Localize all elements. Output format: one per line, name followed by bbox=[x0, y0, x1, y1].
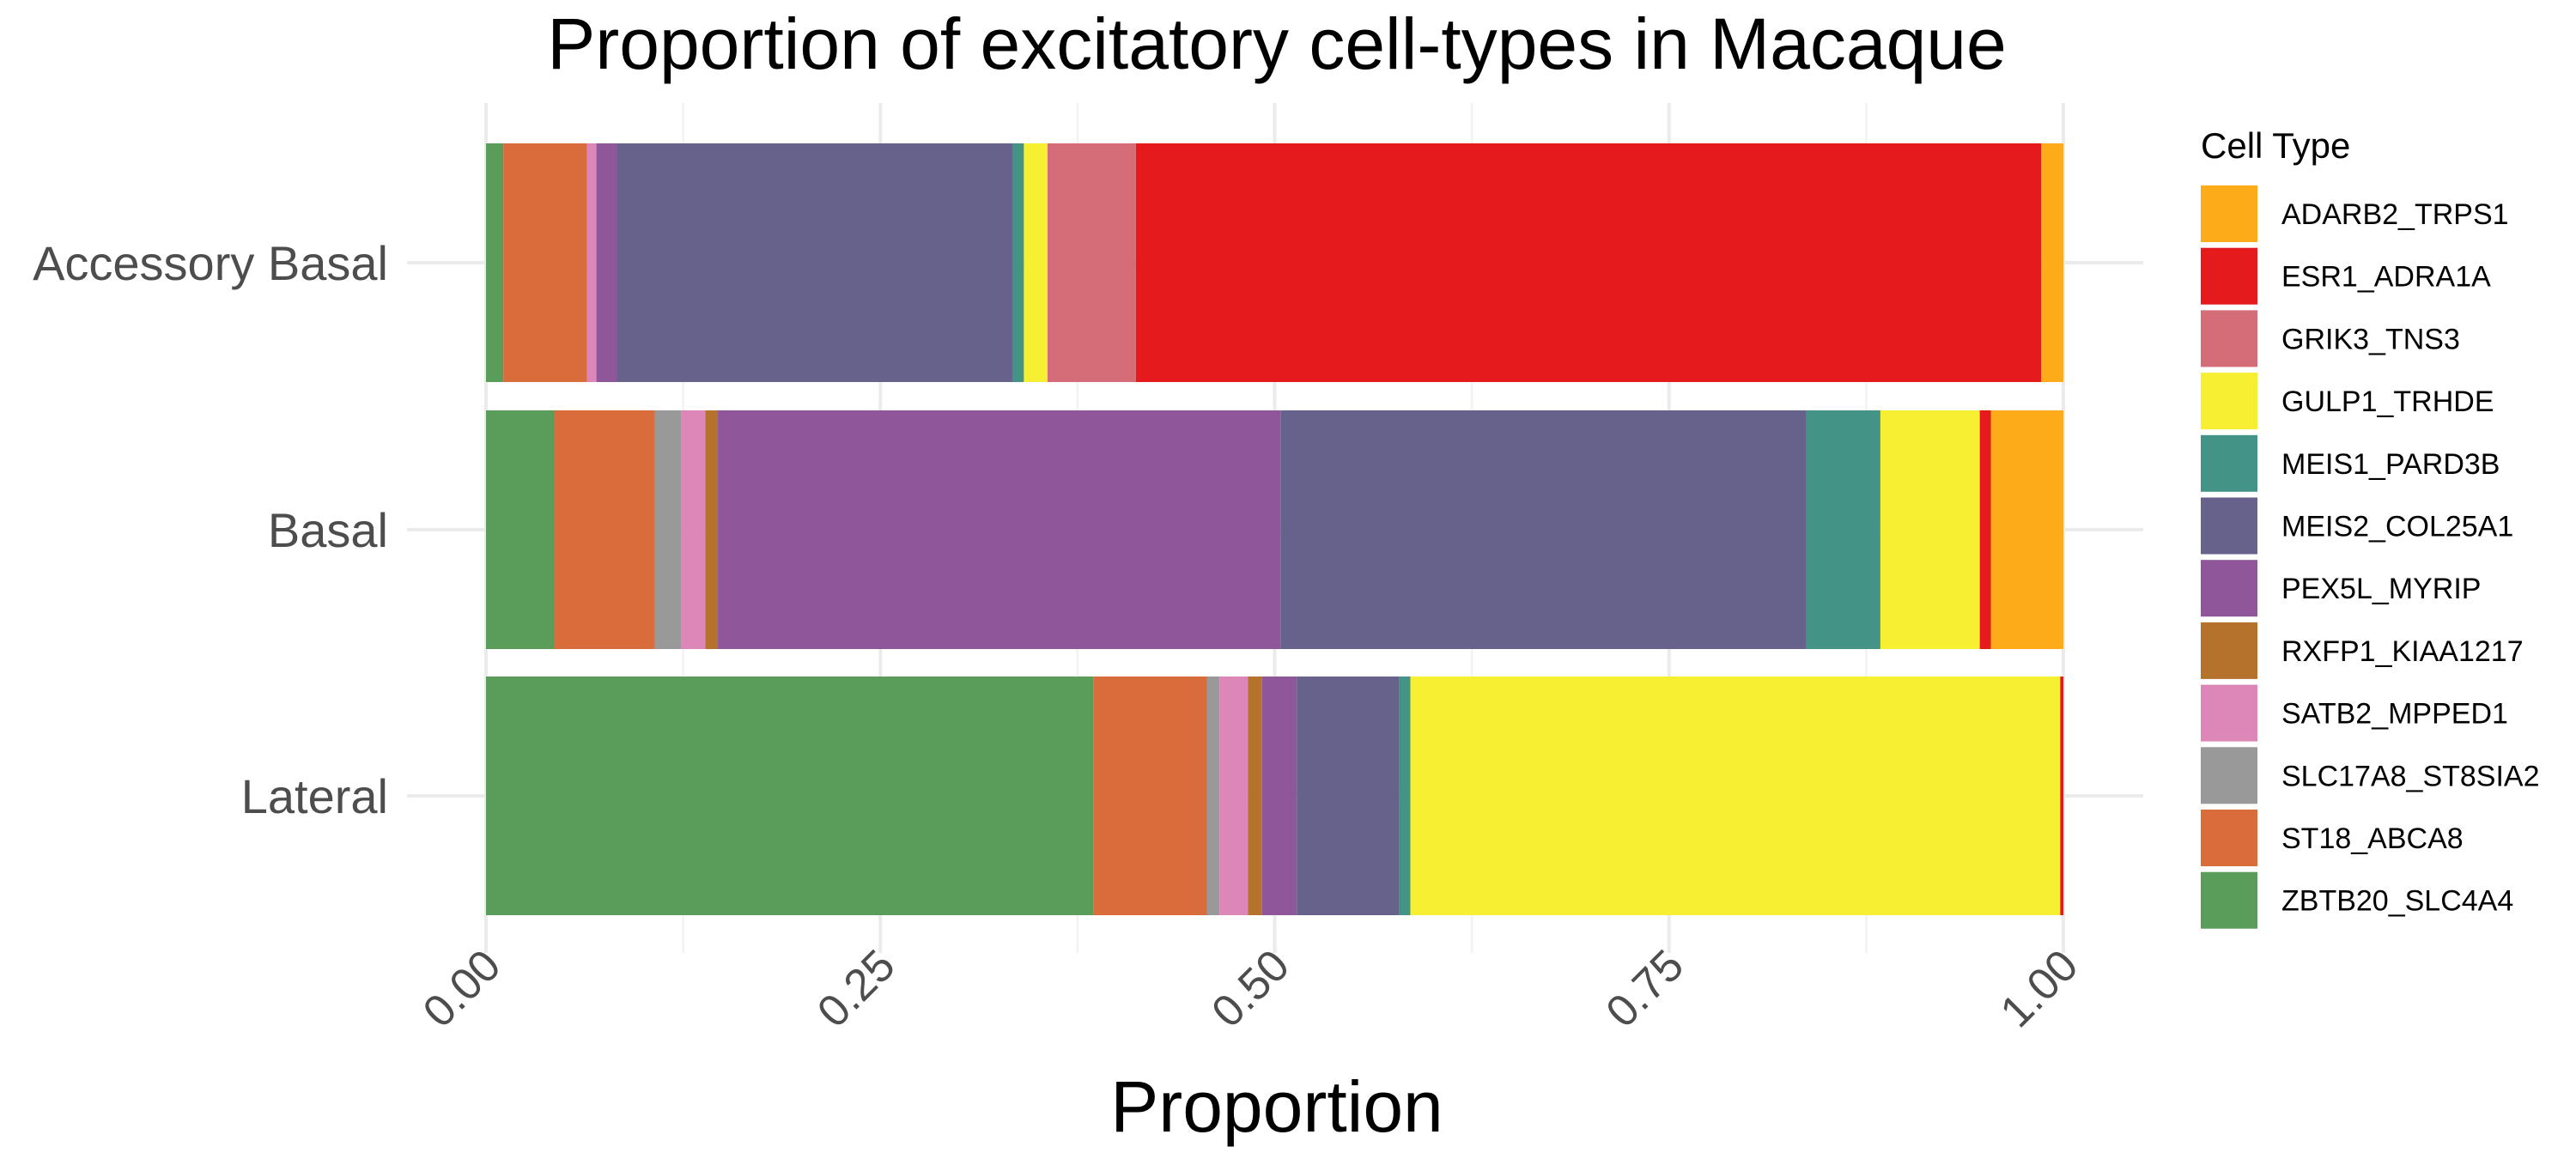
legend-swatch bbox=[2201, 497, 2257, 555]
legend-swatch bbox=[2201, 185, 2257, 242]
legend-label: SLC17A8_ST8SIA2 bbox=[2281, 760, 2540, 792]
legend-label: RXFP1_KIAA1217 bbox=[2281, 635, 2524, 668]
y-tick-label: Lateral bbox=[241, 769, 388, 823]
legend-label: MEIS2_COL25A1 bbox=[2281, 511, 2513, 543]
bar-segment bbox=[654, 410, 682, 649]
legend-label: MEIS1_PARD3B bbox=[2281, 448, 2500, 481]
bar-segment bbox=[1047, 143, 1136, 382]
legend: Cell Type ADARB2_TRPS1 ESR1_ADRA1A GRIK3_T… bbox=[2201, 125, 2540, 929]
bar-segment bbox=[1248, 677, 1262, 915]
bar-segment bbox=[718, 410, 1281, 649]
legend-label: GULP1_TRHDE bbox=[2281, 385, 2494, 418]
legend-swatch bbox=[2201, 560, 2257, 617]
bar-segment bbox=[1297, 677, 1400, 915]
x-tick-label: 0.75 bbox=[1597, 940, 1694, 1037]
legend-swatch bbox=[2201, 871, 2257, 929]
bar-segment bbox=[617, 143, 1013, 382]
bar-segment bbox=[1880, 410, 1980, 649]
legend-label: SATB2_MPPED1 bbox=[2281, 698, 2508, 731]
bar-segment bbox=[1979, 410, 1991, 649]
y-tick-label: Accessory Basal bbox=[33, 236, 388, 290]
legend-swatch bbox=[2201, 684, 2257, 742]
bar-segment bbox=[1806, 410, 1880, 649]
bar-segment bbox=[1219, 677, 1249, 915]
bar-segment bbox=[1206, 677, 1220, 915]
x-tick-label: 1.00 bbox=[1991, 940, 2088, 1037]
legend-swatch bbox=[2201, 747, 2257, 804]
bars-layer bbox=[486, 143, 2063, 915]
legend-swatch bbox=[2201, 373, 2257, 430]
bar-segment bbox=[1093, 677, 1207, 915]
legend-swatch bbox=[2201, 810, 2257, 866]
bar-segment bbox=[681, 410, 706, 649]
bar-segment bbox=[586, 143, 597, 382]
x-tick-label: 0.00 bbox=[414, 940, 511, 1037]
legend-title: Cell Type bbox=[2201, 125, 2350, 166]
bar-segment bbox=[705, 410, 719, 649]
legend-swatch bbox=[2201, 434, 2257, 492]
bar-segment bbox=[1261, 677, 1297, 915]
x-tick-label: 0.25 bbox=[808, 940, 905, 1037]
bar-segment bbox=[596, 143, 617, 382]
bar-segment bbox=[2041, 143, 2063, 382]
legend-swatch bbox=[2201, 247, 2257, 305]
legend-swatch bbox=[2201, 310, 2257, 367]
y-tick-label: Basal bbox=[268, 503, 388, 557]
bar-segment bbox=[1012, 143, 1024, 382]
legend-label: ESR1_ADRA1A bbox=[2281, 261, 2491, 294]
bar-segment bbox=[486, 410, 554, 649]
plot-area bbox=[407, 103, 2143, 953]
legend-label: ZBTB20_SLC4A4 bbox=[2281, 885, 2513, 918]
bar-segment bbox=[1399, 677, 1411, 915]
legend-label: GRIK3_TNS3 bbox=[2281, 323, 2460, 355]
bar-segment bbox=[486, 677, 1094, 915]
bar-segment bbox=[1990, 410, 2063, 649]
legend-label: PEX5L_MYRIP bbox=[2281, 573, 2481, 605]
bar-segment bbox=[1135, 143, 2042, 382]
bar-segment bbox=[1280, 410, 1807, 649]
legend-swatch bbox=[2201, 622, 2257, 679]
legend-items: ADARB2_TRPS1 ESR1_ADRA1A GRIK3_TNS3 GULP1_T… bbox=[2201, 185, 2540, 929]
bar-segment bbox=[503, 143, 587, 382]
x-axis-title: Proportion bbox=[1110, 1066, 1443, 1147]
legend-label: ADARB2_TRPS1 bbox=[2281, 198, 2509, 231]
bar-segment bbox=[2060, 677, 2063, 915]
chart-title: Proportion of excitatory cell-types in M… bbox=[547, 3, 2006, 84]
bar-segment bbox=[553, 410, 655, 649]
y-axis: Accessory Basal Basal Lateral bbox=[33, 236, 388, 823]
x-axis: 0.00 0.25 0.50 0.75 1.00 bbox=[414, 940, 2088, 1037]
bar-segment bbox=[1024, 143, 1048, 382]
bar-segment bbox=[1410, 677, 2061, 915]
legend-label: ST18_ABCA8 bbox=[2281, 822, 2464, 855]
bar-segment bbox=[486, 143, 504, 382]
x-tick-label: 0.50 bbox=[1202, 940, 1299, 1037]
